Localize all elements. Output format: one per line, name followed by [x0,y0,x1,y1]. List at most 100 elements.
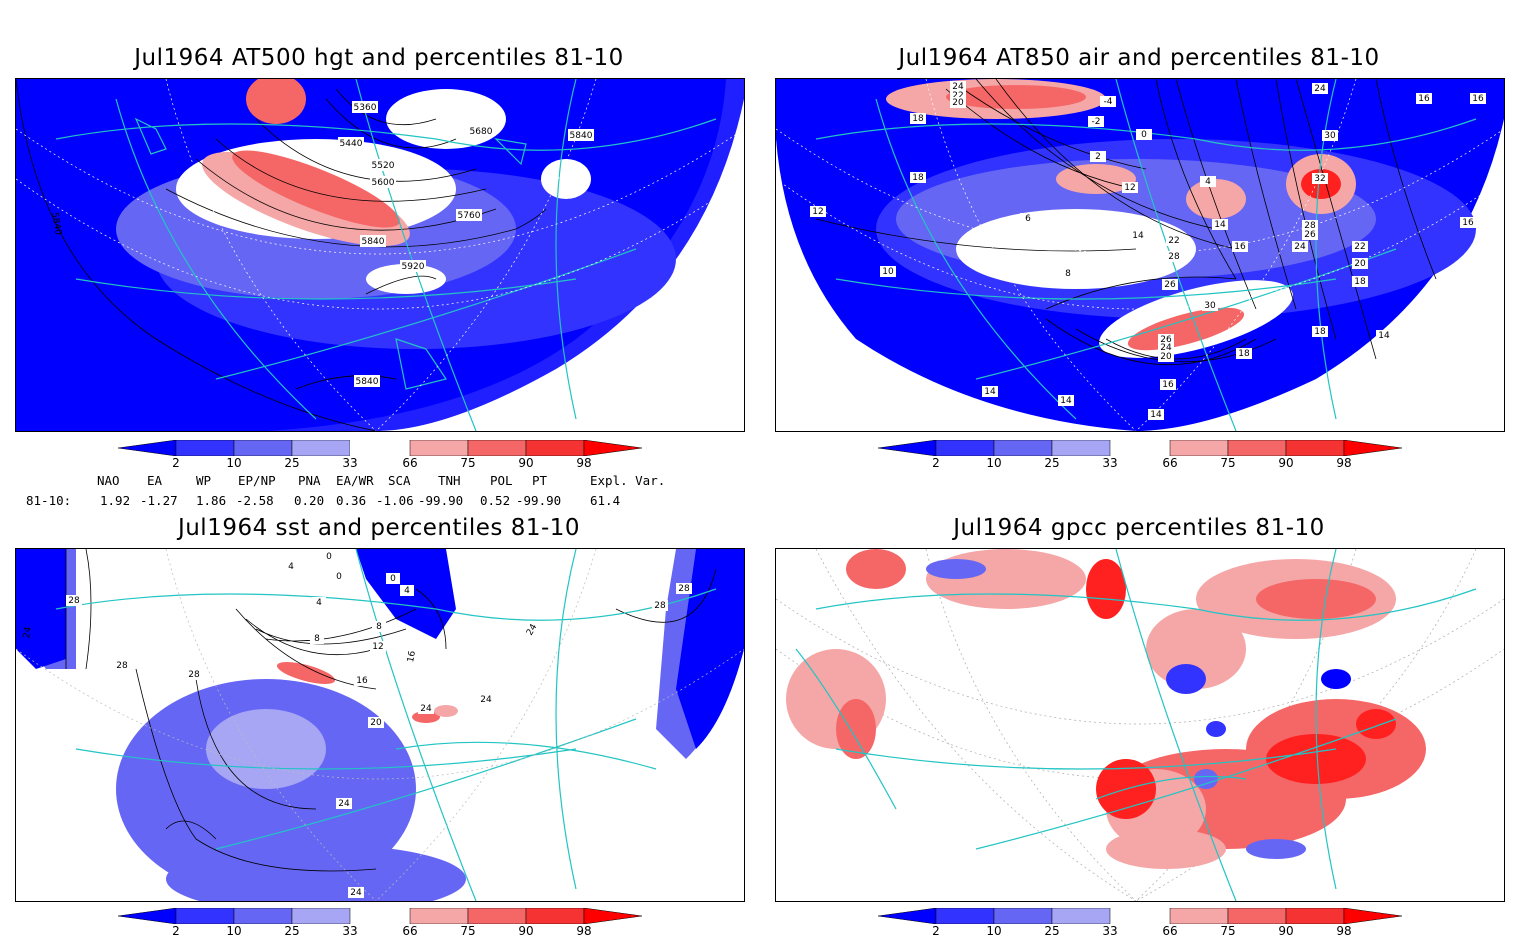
contour-label: 5600 [372,178,395,188]
index-header: EA [147,473,163,488]
contour-label: 5840 [570,131,593,141]
colorbar-tick: 98 [576,924,592,938]
contour-label: 16 [1472,94,1484,104]
colorbar-panel3: 2 10 25 33 66 75 90 98 [117,907,658,940]
contour-label: 16 [406,650,418,663]
contour-label: 20 [952,98,964,108]
map-panel-at850-air: 24 22 20 18 -4 -2 2 0 16 24 30 32 28 26 … [775,78,1505,432]
colorbar-tick: 33 [1102,456,1118,470]
map-panel-gpcc [775,548,1505,902]
contour-label: 8 [1065,269,1071,279]
colorbar-tick: 25 [1044,924,1060,938]
contour-label: 28 [654,601,666,611]
colorbar-tick: 10 [226,456,242,470]
index-header: Expl. Var. [590,473,666,488]
index-value: -1.27 [140,493,178,508]
contour-label: 24 [952,82,964,92]
contour-label: 22 [952,91,963,101]
contour-label: 20 [1160,352,1172,362]
contour-label: 10 [882,267,894,277]
contour-label: 20 [1354,259,1366,269]
index-value: -99.90 [418,493,464,508]
colorbar-tick: 25 [1044,456,1060,470]
contour-label: 2 [1095,152,1101,162]
map-at500-svg: 5360 5440 5520 5600 5680 5760 5840 5920 … [16,79,744,431]
map-panel-sst: 0 0 0 4 4 8 8 12 16 20 24 24 24 24 24 28… [15,548,745,902]
index-header: PT [532,473,548,488]
contour-label: 4 [288,562,294,572]
contour-label: 18 [912,173,924,183]
contour-label: 12 [1124,183,1135,193]
contour-label: 32 [1314,174,1325,184]
colorbar-panel4: 2 10 25 33 66 75 90 98 [877,907,1418,940]
contour-label: 16 [356,676,368,686]
contour-label: 0 [326,552,332,562]
indices-row-label: 81-10: [26,493,72,508]
contour-label: 28 [68,596,80,606]
colorbar-tick: 33 [342,924,358,938]
contour-label: 18 [912,114,924,124]
contour-label: 8 [376,622,382,632]
panel1-title: Jul1964 AT500 hgt and percentiles 81-10 [134,45,624,71]
index-header: EP/NP [238,473,276,488]
colorbar-tick: 2 [932,924,940,938]
contour-label: 24 [1160,343,1172,353]
contour-label: 5760 [458,211,481,221]
index-value: -1.06 [376,493,414,508]
index-value: 1.86 [196,493,227,508]
colorbar-tick: 90 [1278,924,1294,938]
colorbar-tick: 90 [518,924,534,938]
colorbar-tick: 98 [1336,456,1352,470]
contour-label: 18 [1238,349,1250,359]
colorbar-tick: 25 [284,924,300,938]
colorbar-tick: 66 [402,924,418,938]
contour-label: -2 [1092,117,1101,127]
contour-label: 5680 [470,127,493,137]
contour-label: 26 [1304,230,1316,240]
colorbar-tick: 10 [986,456,1002,470]
index-value: 0.36 [336,493,367,508]
panel2-title: Jul1964 AT850 air and percentiles 81-10 [898,45,1380,71]
contour-label: 26 [1160,335,1172,345]
map-sst-svg: 0 0 0 4 4 8 8 12 16 20 24 24 24 24 24 28… [16,549,744,901]
contour-label: 5840 [49,212,63,237]
panel3-title: Jul1964 sst and percentiles 81-10 [177,515,581,541]
contour-label: 0 [336,572,342,582]
colorbar-tick: 90 [518,456,534,470]
colorbar-svg [117,439,643,457]
contour-label: 6 [1025,214,1031,224]
contour-label: 22 [1168,236,1179,246]
index-header: POL [490,473,513,488]
colorbar-tick: 98 [576,456,592,470]
contour-label: 24 [420,704,432,714]
index-value: 61.4 [590,493,621,508]
index-value: -99.90 [516,493,562,508]
contour-label: 30 [1324,131,1336,141]
colorbar-tick: 75 [460,924,476,938]
contour-label: 18 [1354,277,1366,287]
contour-label: 5440 [340,139,363,149]
colorbar-tick: 10 [986,924,1002,938]
contour-label: 28 [116,661,128,671]
contour-label: 12 [372,642,383,652]
index-header: PNA [298,473,321,488]
colorbar-svg [877,439,1403,457]
index-value: 1.92 [100,493,131,508]
contour-label: 4 [316,598,322,608]
map-at850-svg: 24 22 20 18 -4 -2 2 0 16 24 30 32 28 26 … [776,79,1504,431]
index-value: 0.52 [480,493,511,508]
colorbar-tick: 75 [460,456,476,470]
contour-label: 16 [1462,218,1474,228]
index-header: EA/WR [336,473,374,488]
colorbar-tick: 90 [1278,456,1294,470]
contour-label: 16 [1162,380,1174,390]
panel4-title: Jul1964 gpcc percentiles 81-10 [953,515,1325,541]
contour-label: 24 [338,799,350,809]
contour-label: 28 [1304,221,1316,231]
colorbar-tick: 33 [342,456,358,470]
contour-label: 20 [370,718,382,728]
colorbar-panel1: 2 10 25 33 66 75 90 98 [117,439,658,472]
contour-label: 28 [188,670,200,680]
contour-label: 24 [480,695,492,705]
contour-label: 14 [1378,331,1390,341]
